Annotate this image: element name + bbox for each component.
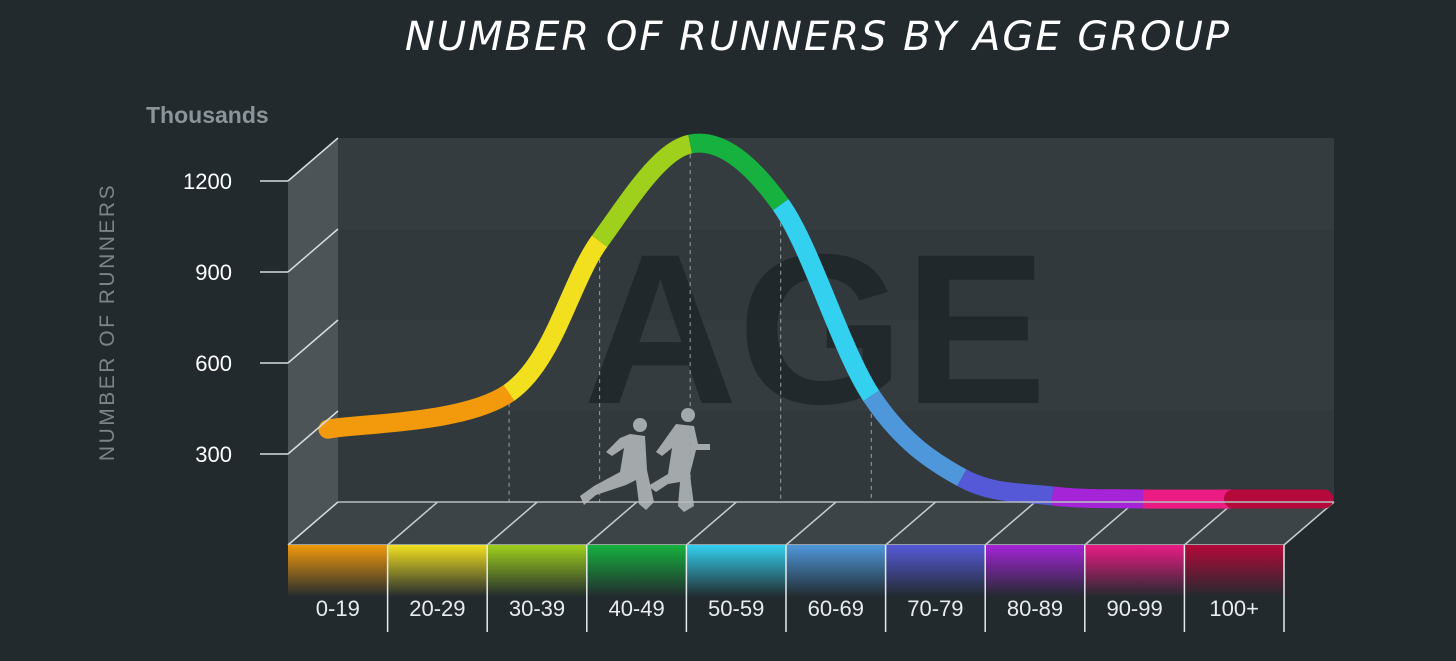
category-bar-fade — [786, 545, 886, 597]
category-bar-fade — [288, 545, 388, 597]
floor-divider — [685, 501, 737, 546]
y-tick-label: 900 — [195, 260, 232, 285]
category-label: 100+ — [1209, 596, 1259, 621]
floor-divider — [1283, 501, 1335, 546]
runners-icon — [580, 408, 710, 512]
curve-segment — [957, 469, 1054, 506]
y-grid-diagonal — [287, 228, 339, 273]
floor-divider — [885, 501, 937, 546]
category-label: 80-89 — [1007, 596, 1063, 621]
category-label: 90-99 — [1106, 596, 1162, 621]
grid-band — [338, 411, 1334, 502]
y-grid-diagonal — [287, 410, 339, 455]
category-label: 60-69 — [808, 596, 864, 621]
curve-segment — [688, 133, 789, 211]
curve-segment — [1051, 486, 1144, 509]
floor-divider — [387, 501, 439, 546]
y-grid-diagonal — [287, 137, 339, 182]
category-bar-fade — [1184, 545, 1284, 597]
y-tick-label: 300 — [195, 442, 232, 467]
floor-divider — [586, 501, 638, 546]
curve-segment — [772, 199, 880, 402]
category-label: 70-79 — [907, 596, 963, 621]
curve-segment — [591, 134, 693, 247]
category-label: 40-49 — [608, 596, 664, 621]
category-label: 30-39 — [509, 596, 565, 621]
floor-divider — [486, 501, 538, 546]
category-bar-fade — [885, 545, 986, 597]
category-bar-fade — [686, 545, 786, 597]
category-label: 0-19 — [316, 596, 360, 621]
floor-divider — [785, 501, 837, 546]
y-tick-label: 600 — [195, 351, 232, 376]
category-bar-fade — [387, 545, 488, 597]
category-bar-fade — [985, 545, 1085, 597]
chart-title: NUMBER OF RUNNERS BY AGE GROUP — [404, 14, 1232, 60]
floor-divider — [1183, 501, 1235, 546]
floor-divider — [1084, 501, 1136, 546]
category-bar-fade — [586, 545, 687, 597]
category-bar-fade — [1084, 545, 1185, 597]
curve-segment — [318, 383, 519, 439]
curve-segment — [863, 390, 967, 487]
category-label: 20-29 — [409, 596, 465, 621]
y-tick-label: 1200 — [183, 169, 232, 194]
y-grid-diagonal — [287, 319, 339, 364]
category-label: 50-59 — [708, 596, 764, 621]
watermark-text: AGE — [583, 210, 1047, 449]
floor-divider — [984, 501, 1036, 546]
curve-segment — [503, 235, 608, 401]
y-grid-diagonal — [287, 501, 339, 546]
category-bar-fade — [487, 545, 587, 597]
y-units-label: Thousands — [146, 102, 269, 128]
